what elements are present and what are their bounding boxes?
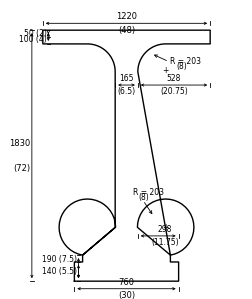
Text: 165: 165 [119, 74, 133, 83]
Text: (8): (8) [138, 193, 149, 202]
Text: (6.5): (6.5) [117, 87, 135, 96]
Text: R = 203: R = 203 [133, 187, 164, 196]
Text: 1220: 1220 [115, 12, 137, 21]
Text: 528: 528 [166, 74, 180, 83]
Text: (72): (72) [13, 164, 30, 173]
Text: 190 (7.5): 190 (7.5) [42, 255, 77, 264]
Text: (20.75): (20.75) [160, 87, 187, 96]
Text: 760: 760 [118, 277, 134, 286]
Polygon shape [43, 30, 209, 281]
Text: (48): (48) [117, 26, 135, 35]
Text: +: + [162, 66, 168, 75]
Text: 100 (4): 100 (4) [19, 35, 46, 44]
Text: R = 203: R = 203 [170, 57, 201, 66]
Text: 298: 298 [157, 225, 172, 234]
Text: 1830: 1830 [9, 139, 30, 148]
Text: (11.75): (11.75) [151, 238, 178, 247]
Text: (30): (30) [117, 291, 135, 299]
Text: (8): (8) [175, 62, 186, 71]
Text: +: + [162, 223, 168, 232]
Text: 50 (2): 50 (2) [24, 29, 46, 38]
Text: 140 (5.5): 140 (5.5) [42, 267, 77, 276]
